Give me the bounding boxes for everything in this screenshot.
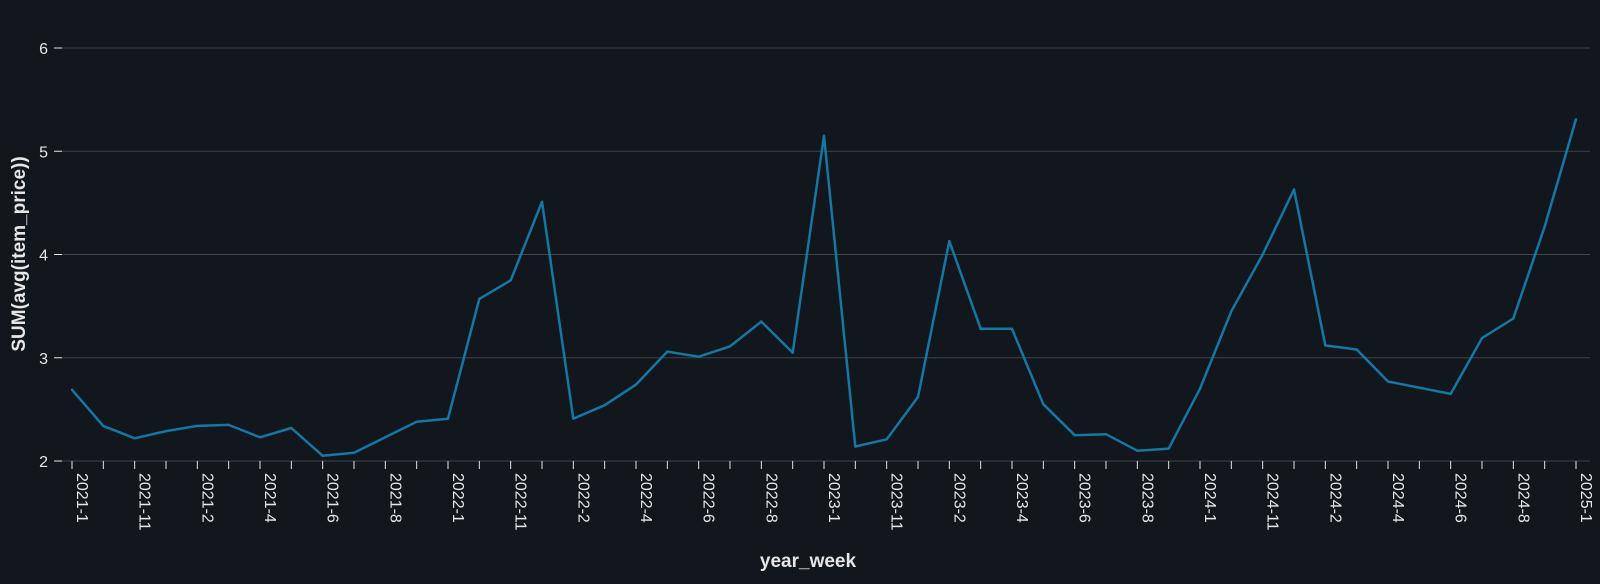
data-point (1512, 317, 1515, 320)
x-tick-label: 2023-2 (950, 473, 967, 523)
data-point (854, 445, 857, 448)
data-point (258, 436, 262, 439)
data-point (1574, 118, 1578, 121)
data-point (415, 420, 418, 423)
data-point (1230, 310, 1233, 313)
x-tick-label: 2021-1 (73, 473, 90, 523)
y-axis: 2 3 4 5 6 (39, 41, 62, 471)
data-point (509, 279, 512, 282)
x-tick-label: 2021-2 (198, 473, 215, 523)
data-point (666, 350, 669, 353)
x-tick-label: 2022-6 (700, 473, 717, 523)
x-tick-label: 2024-2 (1326, 473, 1343, 523)
y-axis-title: SUM(avg(item_price)) (9, 156, 30, 351)
data-point (1449, 392, 1452, 396)
x-tick-label: 2024-6 (1452, 473, 1469, 523)
data-point (1543, 225, 1546, 228)
data-point (822, 134, 826, 137)
data-point (791, 351, 794, 354)
x-tick-label: 2022-11 (512, 473, 529, 531)
data-point (70, 388, 74, 391)
x-tick-label: 2021-8 (386, 473, 403, 523)
y-tick-label: 3 (39, 351, 48, 368)
y-tick-label: 2 (39, 454, 48, 471)
x-tick-label: 2022-4 (637, 473, 654, 523)
data-point (446, 417, 450, 420)
data-point (1324, 344, 1327, 347)
data-point (1104, 432, 1108, 436)
x-tick-label: 2023-1 (825, 473, 842, 523)
data-point (1136, 449, 1139, 452)
data-point (1042, 403, 1045, 406)
x-tick-label: 2022-8 (762, 473, 779, 523)
data-point (979, 327, 982, 331)
data-point (102, 424, 105, 428)
data-point (948, 239, 951, 243)
x-tick-label: 2021-11 (136, 473, 153, 531)
data-point (1198, 387, 1202, 390)
data-point (478, 297, 481, 301)
x-tick-label: 2023-6 (1076, 473, 1093, 523)
x-tick-label: 2025-1 (1577, 473, 1594, 523)
x-tick-label: 2023-4 (1013, 473, 1030, 523)
data-point (321, 454, 324, 458)
series-layer (70, 118, 1578, 458)
data-point (1292, 188, 1296, 191)
data-point (1167, 447, 1170, 450)
data-point (1480, 336, 1484, 340)
data-point (384, 436, 387, 439)
data-point (540, 200, 544, 204)
x-tick-label: 2022-1 (449, 473, 466, 523)
data-point (164, 429, 168, 433)
data-point (1073, 433, 1076, 437)
data-point (697, 355, 700, 358)
data-point (196, 424, 199, 428)
grid-lines (62, 47, 1590, 462)
x-tick-label: 2024-8 (1514, 473, 1531, 523)
x-tick-label: 2021-4 (261, 473, 278, 523)
data-point (133, 437, 136, 440)
x-tick-label: 2021-6 (324, 473, 341, 523)
data-point (352, 451, 356, 454)
x-tick-label: 2024-4 (1389, 473, 1406, 523)
data-point (916, 395, 920, 399)
y-tick-label: 5 (39, 144, 48, 161)
x-tick-label: 2023-11 (888, 473, 905, 531)
data-point (1010, 327, 1014, 331)
y-tick-label: 6 (39, 41, 48, 58)
data-point (1386, 380, 1390, 383)
data-point (227, 423, 230, 427)
data-point (290, 426, 293, 430)
x-tick-label: 2024-1 (1201, 473, 1218, 523)
x-axis: 2021-1 2021-11 2021-2 2021-4 2021-6 2021-8 202… (71, 461, 1594, 531)
y-tick-label: 4 (39, 248, 48, 265)
data-point (634, 383, 638, 386)
data-point (1261, 253, 1264, 256)
x-tick-label: 2022-2 (574, 473, 591, 523)
data-point (603, 404, 606, 407)
data-point (1418, 386, 1421, 389)
x-axis-title: year_week (760, 551, 857, 572)
data-point (572, 417, 575, 420)
x-tick-label: 2023-8 (1138, 473, 1155, 523)
series-line (71, 118, 1578, 458)
x-tick-label: 2024-11 (1264, 473, 1281, 531)
data-point (728, 345, 732, 348)
data-point (1355, 348, 1358, 351)
data-point (760, 320, 763, 323)
data-point (885, 438, 888, 441)
